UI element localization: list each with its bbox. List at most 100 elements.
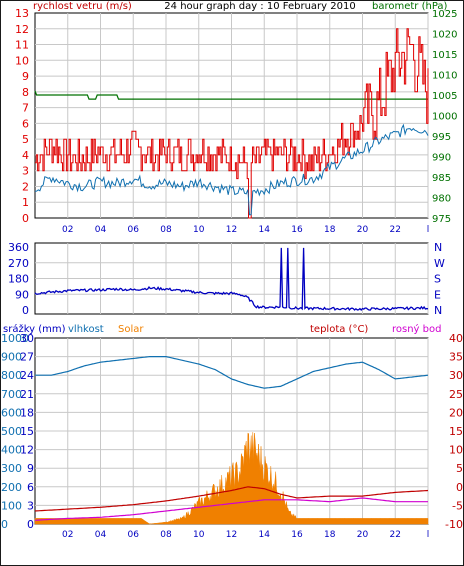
temperature-tick-label: 5 <box>456 462 463 475</box>
hour-tick-label: 10 <box>193 225 205 235</box>
hour-tick-label: 14 <box>259 530 271 540</box>
hour-tick-label: 12 <box>226 225 237 235</box>
rain-tick-label: 15 <box>20 425 34 438</box>
direction-tick-label: 90 <box>15 288 29 301</box>
solar-tick-label: 1000 <box>1 332 29 345</box>
pressure-tick-label: 980 <box>432 194 451 205</box>
solar-tick-label: 800 <box>1 369 22 382</box>
hour-tick-label: 04 <box>95 225 107 235</box>
rain-tick-label: 21 <box>20 388 34 401</box>
pressure-tick-label: 985 <box>432 173 451 184</box>
wind-speed-tick-label: 3 <box>22 165 29 178</box>
rain-axis-label: srážky (mm) <box>3 323 66 335</box>
dewpoint-axis-label: rosný bod <box>392 323 441 335</box>
compass-tick-label: W <box>434 257 445 270</box>
hour-tick-label: 06 <box>128 530 140 540</box>
pressure-series-line <box>34 90 428 100</box>
solar-tick-label: 900 <box>1 351 22 364</box>
compass-tick-label: S <box>434 273 441 286</box>
pressure-axis-label: barometr (hPa) <box>372 1 448 12</box>
solar-tick-label: 700 <box>1 388 22 401</box>
hour-tick-label: 20 <box>357 530 369 540</box>
chart-title: 24 hour graph day : 10 February 2010 <box>164 1 355 12</box>
hour-tick-label: 06 <box>128 225 140 235</box>
wind-speed-series-line <box>34 123 429 216</box>
pressure-tick-label: 1025 <box>432 9 457 20</box>
hour-tick-label: 08 <box>160 225 172 235</box>
hour-tick-label: 18 <box>324 225 336 235</box>
wind-speed-tick-label: 13 <box>15 7 29 20</box>
solar-tick-label: 500 <box>1 425 22 438</box>
rain-tick-label: 24 <box>20 369 34 382</box>
hour-tick-label: 10 <box>193 530 205 540</box>
pressure-tick-label: 1015 <box>432 50 457 61</box>
solar-series-area <box>34 432 429 525</box>
rain-tick-label: 12 <box>20 444 34 457</box>
pressure-tick-label: 990 <box>432 153 451 164</box>
wind-direction-series-line <box>34 247 429 311</box>
temperature-tick-label: 35 <box>449 351 463 364</box>
rain-tick-label: 27 <box>20 351 34 364</box>
wind-speed-tick-label: 5 <box>22 133 29 146</box>
pressure-tick-label: 1000 <box>432 112 457 123</box>
wind-speed-tick-label: 11 <box>15 39 29 52</box>
hour-tick-label: 02 <box>62 225 73 235</box>
pressure-tick-label: 975 <box>432 214 451 225</box>
rain-tick-label: 9 <box>27 462 34 475</box>
wind-speed-axis-label: rychlost vetru (m/s) <box>33 1 132 12</box>
hour-tick-label: 16 <box>291 225 303 235</box>
solar-tick-label: 0 <box>1 518 8 531</box>
solar-tick-label: 600 <box>1 406 22 419</box>
temperature-tick-label: 0 <box>456 481 463 494</box>
temperature-series-line <box>34 486 429 512</box>
direction-tick-label: 180 <box>8 273 29 286</box>
temperature-tick-label: 25 <box>449 388 463 401</box>
wind-speed-tick-label: 6 <box>22 117 29 130</box>
direction-tick-label: 360 <box>8 241 29 254</box>
pressure-tick-label: 1010 <box>432 71 457 82</box>
dewpoint-series-line <box>34 497 428 521</box>
compass-tick-label: E <box>434 288 441 301</box>
wind-speed-tick-label: 0 <box>22 212 29 225</box>
hour-tick-label: 20 <box>357 225 369 235</box>
temperature-tick-label: -5 <box>452 499 463 512</box>
hour-tick-label: 16 <box>291 530 303 540</box>
temperature-tick-label: 30 <box>449 369 463 382</box>
pressure-tick-label: 995 <box>432 132 451 143</box>
direction-tick-label: 0 <box>22 304 29 317</box>
wind-speed-tick-label: 4 <box>22 149 29 162</box>
humidity-series-line <box>35 356 429 389</box>
temperature-tick-label: 20 <box>449 406 463 419</box>
solar-tick-label: 300 <box>1 462 22 475</box>
solar-axis-label: Solar <box>118 324 144 335</box>
wind-speed-tick-label: 1 <box>22 196 29 209</box>
pressure-tick-label: 1020 <box>432 30 457 41</box>
solar-tick-label: 200 <box>1 481 22 494</box>
wind-speed-tick-label: 10 <box>15 54 29 67</box>
rain-tick-label: 30 <box>20 332 34 345</box>
compass-tick-label: N <box>434 241 442 254</box>
hour-tick-label: l <box>427 530 430 540</box>
rain-tick-label: 3 <box>27 499 34 512</box>
hour-tick-label: l <box>427 225 430 235</box>
hour-tick-label: 18 <box>324 530 336 540</box>
temperature-tick-label: 10 <box>449 444 463 457</box>
hour-tick-label: 02 <box>62 530 73 540</box>
temperature-tick-label: 40 <box>449 332 463 345</box>
wind-speed-tick-label: 12 <box>15 23 29 36</box>
wind-speed-tick-label: 9 <box>22 70 29 83</box>
temperature-tick-label: 15 <box>449 425 463 438</box>
pressure-tick-label: 1005 <box>432 91 457 102</box>
rain-tick-label: 0 <box>27 518 34 531</box>
humidity-axis-label: vlhkost <box>68 324 104 335</box>
compass-tick-label: N <box>434 304 442 317</box>
hour-tick-label: 14 <box>259 225 271 235</box>
temperature-axis-label: teplota (°C) <box>310 324 368 335</box>
hour-tick-label: 04 <box>95 530 107 540</box>
hour-tick-label: 22 <box>390 530 401 540</box>
hour-tick-label: 22 <box>390 225 401 235</box>
direction-tick-label: 270 <box>8 257 29 270</box>
wind-speed-tick-label: 7 <box>22 102 29 115</box>
rain-tick-label: 6 <box>27 481 34 494</box>
